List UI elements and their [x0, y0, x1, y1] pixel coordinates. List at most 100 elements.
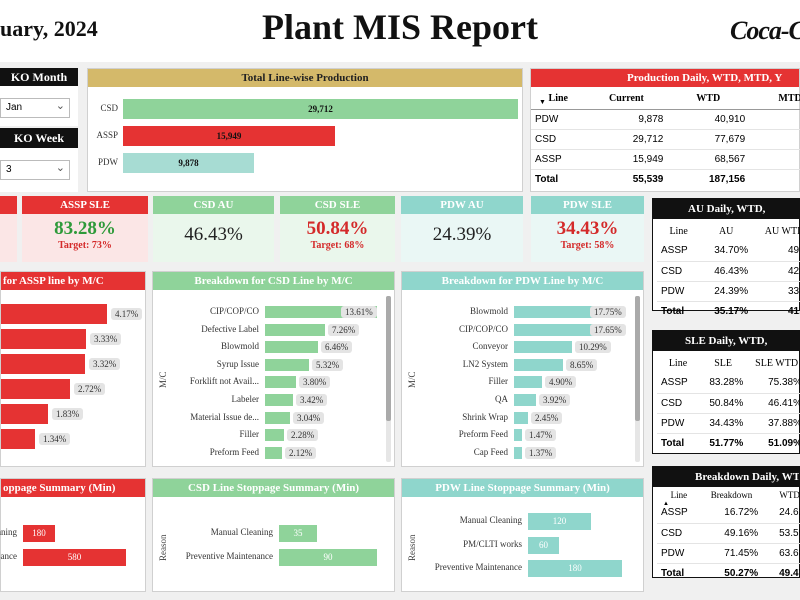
table-cell: 24.39% [714, 285, 749, 297]
csd-breakdown-bar[interactable] [265, 446, 282, 459]
col-current[interactable]: Current [609, 93, 644, 105]
table-row[interactable]: CSD 50.84% 46.41% [657, 393, 800, 413]
col-breakdown-wtd[interactable]: WTD [779, 490, 800, 500]
assp-breakdown-value: 4.17% [111, 308, 143, 320]
col-breakdown[interactable]: Breakdown [710, 490, 753, 500]
table-cell: CSD [661, 527, 683, 539]
csd-breakdown-bar[interactable] [265, 341, 318, 354]
col-sle[interactable]: SLE [714, 357, 732, 369]
csd-breakdown-label: Syrup Issue [216, 358, 259, 369]
pdw-breakdown-bar[interactable] [514, 446, 522, 459]
kpi-csd-sle: CSD SLE 50.84% Target: 68% [280, 196, 395, 262]
col-mtd[interactable]: MTD [778, 93, 800, 105]
table-cell: PDW [661, 417, 685, 429]
col-sle-wtd[interactable]: SLE WTD [755, 357, 799, 369]
col-wtd[interactable]: WTD [696, 93, 721, 105]
table-total-cell: Total [661, 305, 685, 317]
assp-stoppage-value: 580 [67, 552, 82, 562]
table-row[interactable]: PDW 9,878 40,910115 [531, 109, 800, 129]
kpi-assp-sle-value: 83.28% [54, 218, 116, 239]
pdw-breakdown-label: Conveyor [472, 341, 509, 352]
ko-month-dropdown[interactable]: Jan ⌄ [0, 98, 70, 118]
pdw-stoppage-bar[interactable] [528, 536, 559, 554]
csd-breakdown-scroll-thumb[interactable] [386, 296, 391, 421]
table-row[interactable]: PDW 34.43% 37.88% [657, 413, 800, 433]
production-bar-assp[interactable] [123, 126, 335, 146]
pdw-breakdown-scroll-thumb[interactable] [635, 296, 640, 421]
sle-table-title: SLE Daily, WTD, [653, 331, 799, 351]
pdw-stoppage-bar[interactable] [528, 513, 591, 530]
table-row[interactable]: ASSP 83.28% 75.38% [657, 373, 800, 393]
csd-stoppage-value: 35 [293, 528, 303, 538]
pdw-breakdown-bar[interactable] [514, 411, 528, 424]
table-row[interactable]: ASSP 15,949 68,567298 [531, 149, 800, 169]
pdw-breakdown-bar[interactable] [514, 429, 522, 442]
sle-table: Line SLE SLE WTD S ASSP83.28%75.38%CSD50… [657, 353, 800, 453]
table-row[interactable]: CSD 46.43% 42.49 [657, 261, 800, 281]
csd-stoppage-label: Preventive Maintenance [185, 551, 273, 561]
csd-breakdown-bar[interactable] [265, 358, 309, 371]
kpi-assp-sle: ASSP SLE 83.28% Target: 73% [22, 196, 148, 262]
col-au[interactable]: AU [718, 225, 734, 237]
csd-breakdown-label: Forklift not Avail... [189, 376, 259, 387]
pdw-breakdown-value: 17.75% [590, 306, 626, 318]
col-line[interactable]: Line [668, 357, 688, 369]
table-cell: 257 [749, 129, 800, 149]
col-line[interactable]: Line [670, 490, 688, 500]
production-bar-csd[interactable] [123, 99, 518, 119]
col-au-wtd[interactable]: AU WTD [764, 225, 800, 237]
csd-stoppage-bar[interactable] [279, 549, 377, 566]
pdw-stoppage-bar[interactable] [528, 560, 622, 577]
table-row[interactable]: PDW 71.45% 63.68% [657, 543, 800, 563]
sort-arrow-icon[interactable]: ▲ [663, 501, 669, 507]
csd-breakdown-bar[interactable] [265, 376, 296, 389]
assp-stoppage-bar[interactable] [23, 549, 126, 566]
table-cell: 53.59% [779, 527, 800, 539]
table-cell: 37.88% [768, 417, 800, 429]
csd-breakdown-bar[interactable] [265, 394, 293, 406]
assp-breakdown-bar [1, 304, 107, 324]
table-total-cell: 35.17% [714, 305, 749, 317]
pdw-breakdown-label: Shrink Wrap [462, 411, 508, 422]
pdw-breakdown-value: 2.45% [531, 411, 563, 424]
table-row[interactable]: PDW 24.39% 33.67 [657, 281, 800, 301]
pdw-stoppage-title: PDW Line Stoppage Summary (Min) [402, 479, 643, 497]
kpi-csd-au-title: CSD AU [153, 196, 274, 214]
csd-breakdown-bar[interactable] [265, 411, 290, 424]
col-line[interactable]: Line [548, 93, 568, 105]
table-row[interactable]: CSD 29,712 77,679257 [531, 129, 800, 149]
pdw-breakdown-bar[interactable] [514, 323, 613, 336]
csd-stoppage-bar[interactable] [279, 525, 317, 542]
ko-week-dropdown[interactable]: 3 ⌄ [0, 160, 70, 180]
assp-stoppage-label: ance [0, 551, 17, 561]
ko-week-filter: KO Week 3 ⌄ [0, 128, 78, 192]
production-bar-pdw[interactable] [123, 153, 254, 173]
pdw-breakdown-value: 17.65% [590, 323, 626, 336]
pdw-breakdown-value: 1.37% [525, 446, 557, 459]
table-cell: 46.43% [714, 265, 749, 277]
assp-stoppage-label: aning [0, 527, 17, 537]
assp-stoppage-bar[interactable] [23, 525, 55, 542]
table-cell: 115 [749, 109, 800, 129]
sort-arrow-icon[interactable]: ▼ [539, 98, 546, 106]
production-value-csd: 29,712 [308, 104, 333, 114]
table-row[interactable]: ASSP 34.70% 49.73 [657, 241, 800, 261]
table-cell: CSD [661, 397, 683, 409]
pdw-breakdown-bar[interactable] [514, 341, 572, 354]
assp-breakdown-title: for ASSP line by M/C [1, 272, 145, 290]
production-table-panel: Production Daily, WTD, MTD, Y Line Curre… [530, 68, 800, 192]
csd-breakdown-bar[interactable] [265, 323, 325, 336]
csd-breakdown-label: Blowmold [220, 341, 259, 352]
pdw-breakdown-bar[interactable] [514, 376, 542, 389]
csd-breakdown-bar[interactable] [265, 429, 284, 442]
csd-breakdown-value: 3.42% [296, 394, 328, 406]
kpi-csd-au-value: 46.43% [184, 224, 243, 245]
pdw-breakdown-bar[interactable] [514, 306, 614, 318]
production-table: Line Current WTD MTD PDW9,87840,910115CS… [531, 89, 800, 189]
pdw-breakdown-bar[interactable] [514, 394, 536, 406]
table-row[interactable]: ASSP 16.72% 24.62% [657, 503, 800, 523]
table-row[interactable]: CSD 49.16% 53.59% [657, 523, 800, 543]
pdw-breakdown-bar[interactable] [514, 358, 563, 371]
col-line[interactable]: Line [669, 225, 688, 237]
table-cell: 68,567 [714, 153, 746, 165]
